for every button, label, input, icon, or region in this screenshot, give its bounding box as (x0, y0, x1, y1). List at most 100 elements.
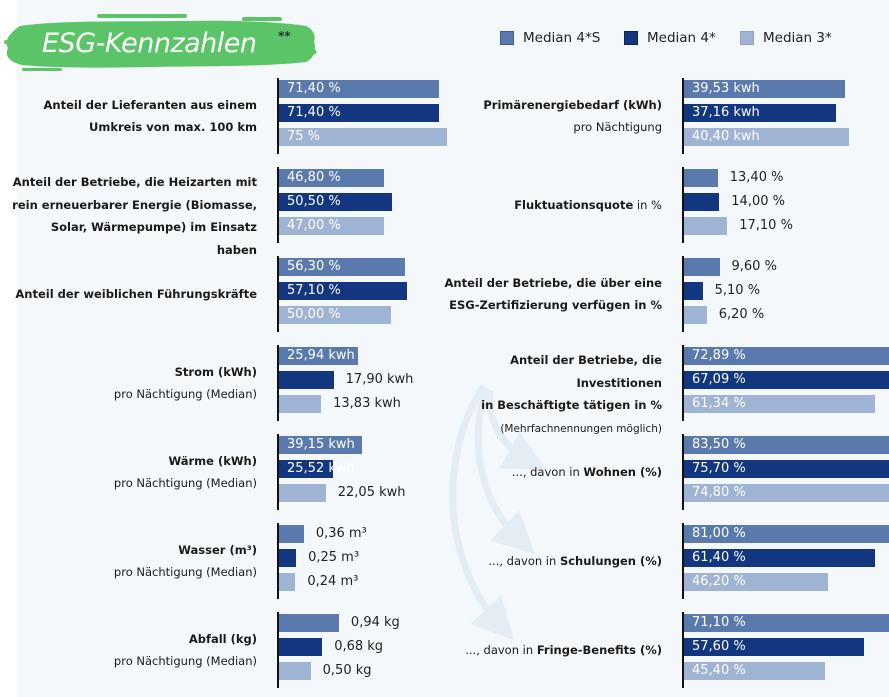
category-label-text: Umkreis von max. 100 km (89, 120, 257, 134)
legend-label: Median 4*S (523, 30, 601, 46)
bar-median-4- (278, 460, 334, 478)
category-label: ..., davon in Schulungen (%) (422, 550, 662, 573)
bar-median-4-s (278, 169, 384, 187)
bar-value-label: 81,00 % (692, 526, 746, 541)
bar-median-3- (683, 484, 889, 502)
bar-median-4-s (683, 436, 889, 454)
legend-label: Median 3* (763, 30, 832, 46)
bar-value-label: 25,94 kwh (287, 348, 355, 363)
category-label-text: ..., davon in (488, 553, 560, 568)
bar-value-label: 14,00 % (731, 194, 785, 209)
category-label: Fluktuationsquote in % (422, 194, 662, 217)
bar-median-3- (683, 217, 728, 235)
category-label-line: Strom (kWh) (7, 361, 257, 384)
category-label-text: pro Nächtigung (Median) (113, 565, 257, 579)
category-label-line: Primärenergiebedarf (kWh) (422, 94, 662, 117)
category-label: Abfall (kg) pro Nächtigung (Median) (7, 628, 257, 673)
bar-value-label: 46,20 % (692, 574, 746, 589)
axis-line (277, 612, 279, 688)
category-label-text: Anteil der Betriebe, die über eine (444, 275, 662, 290)
category-label: Anteil der Betriebe, die Investitionen in… (422, 349, 662, 440)
bar-value-label: 47,00 % (287, 218, 341, 233)
category-label: Primärenergiebedarf (kWh) pro Nächtigung (422, 94, 662, 139)
category-label-line: pro Nächtigung (Median) (7, 383, 257, 406)
category-label-line: Solar, Wärmepumpe) im Einsatz haben (7, 216, 257, 261)
bar-median-3- (683, 662, 826, 680)
axis-line (682, 345, 684, 421)
bar-median-4- (278, 193, 393, 211)
category-label-line: Fluktuationsquote in % (422, 194, 662, 217)
bar-value-label: 0,25 m³ (308, 550, 360, 565)
bar-value-label: 13,40 % (729, 170, 784, 185)
bar-value-label: 75,70 % (692, 461, 746, 476)
category-label: ..., davon in Wohnen (%) (422, 461, 662, 484)
category-label-line: ESG-Zertifizierung verfügen in % (422, 294, 662, 317)
bar-median-4- (683, 371, 889, 389)
bar-median-4- (278, 638, 323, 656)
bar-median-4- (683, 282, 703, 300)
bar-median-4- (278, 549, 297, 567)
bar-value-label: 50,50 % (287, 194, 341, 209)
bar-median-3- (278, 217, 385, 235)
category-label: Anteil der Betriebe, die über eine ESG-Ze… (422, 272, 662, 317)
bar-median-4- (278, 371, 334, 389)
category-label-line: pro Nächtigung (Median) (7, 650, 257, 673)
axis-line (277, 167, 279, 243)
category-label-line: Anteil der weiblichen Führungskräfte (7, 283, 257, 306)
category-label-text: Anteil der Lieferanten aus einem (43, 97, 257, 112)
bar-median-4-s (683, 169, 718, 187)
bar-value-label: 57,60 % (692, 639, 746, 654)
bar-value-label: 17,90 kwh (345, 372, 414, 387)
category-label-line: Wasser (m³) (7, 539, 257, 562)
bar-value-label: 13,83 kwh (333, 396, 401, 411)
category-label-text: Wohnen (%) (583, 464, 662, 479)
category-label-text: Anteil der Betriebe, die Investitionen (510, 353, 662, 390)
category-label-text: pro Nächtigung (Median) (113, 654, 257, 668)
category-label: Anteil der Betriebe, die Heizarten mit re… (7, 171, 257, 261)
bar-value-label: 6,20 % (718, 307, 765, 322)
category-label-line: pro Nächtigung (422, 116, 662, 139)
category-label-line: in Beschäftigte tätigen in % (422, 394, 662, 417)
bar-value-label: 74,80 % (692, 485, 746, 500)
category-label-line: ..., davon in Wohnen (%) (422, 461, 662, 484)
bar-median-4- (278, 104, 440, 122)
legend-swatch-icon (740, 31, 754, 45)
legend-swatch-icon (624, 31, 638, 45)
category-label-line: ..., davon in Schulungen (%) (422, 550, 662, 573)
axis-line (682, 256, 684, 332)
page-title: ESG-Kennzahlen (42, 28, 257, 59)
category-label-text: Anteil der weiblichen Führungskräfte (15, 286, 257, 301)
category-label-line: Anteil der Betriebe, die Heizarten mit (7, 171, 257, 194)
bar-value-label: 0,24 m³ (307, 574, 359, 589)
bar-value-label: 61,34 % (692, 396, 746, 411)
bar-median-3- (278, 573, 296, 591)
axis-line (277, 345, 279, 421)
axis-line (682, 434, 684, 510)
bar-value-label: 39,15 kwh (287, 437, 355, 452)
bar-value-label: 22,05 kwh (337, 485, 406, 500)
bar-median-4-s (683, 80, 846, 98)
category-label-line: (Mehrfachnennungen möglich) (422, 417, 662, 441)
category-label-text: Fringe-Benefits (%) (536, 642, 662, 657)
bar-median-4- (683, 104, 836, 122)
axis-line (682, 523, 684, 599)
bar-value-label: 46,80 % (287, 170, 341, 185)
category-label-line: Anteil der Betriebe, die Investitionen (422, 349, 662, 394)
axis-line (277, 78, 279, 154)
category-label-line: Wärme (kWh) (7, 450, 257, 473)
bar-median-3- (278, 484, 326, 502)
bar-median-4- (683, 193, 720, 211)
category-label: Anteil der weiblichen Führungskräfte (7, 283, 257, 306)
bar-median-4-s (683, 614, 889, 632)
bar-value-label: 71,40 % (287, 81, 341, 96)
axis-line (682, 612, 684, 688)
bar-median-4- (683, 638, 864, 656)
category-label-text: Abfall (kg) (188, 631, 257, 646)
bar-value-label: 75 % (287, 129, 321, 144)
bar-median-4-s (278, 525, 304, 543)
category-label-text: rein erneuerbarer Energie (Biomasse, (12, 197, 257, 212)
category-label-text: ..., davon in (511, 464, 584, 479)
bar-value-label: 71,10 % (692, 615, 746, 630)
category-label-text: (Mehrfachnennungen möglich) (500, 422, 662, 435)
legend-item-median-3: Median 3* (740, 30, 832, 46)
